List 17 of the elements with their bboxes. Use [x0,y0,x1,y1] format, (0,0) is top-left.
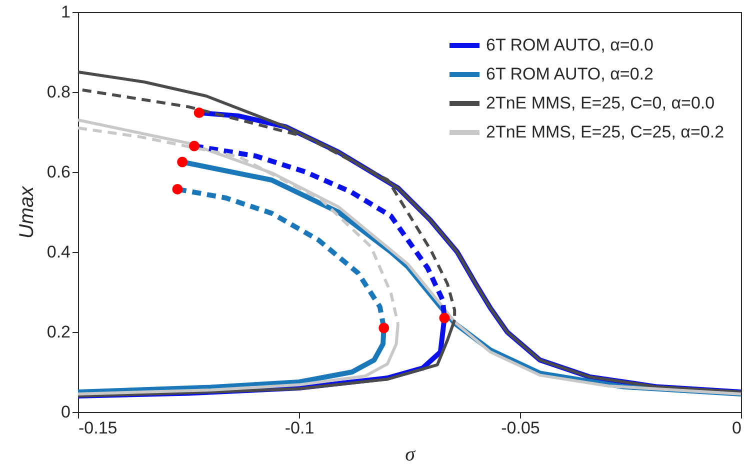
y-tick-label: 1 [61,2,70,22]
x-tick-label: -0.15 [78,418,118,438]
y-axis-title: Umax [16,185,38,239]
legend-label: 2TnE MMS, E=25, C=25, α=0.2 [486,122,724,142]
y-tick-label: 0.6 [46,162,70,182]
y-tick-label: 0.4 [46,242,70,262]
x-tick-label: -0.05 [501,418,540,438]
y-tick-label: 0 [61,402,70,422]
y-tick-label: 0.8 [46,82,70,102]
legend-label: 6T ROM AUTO, α=0.0 [486,36,654,54]
x-tick-label: 0 [732,418,742,438]
x-axis-title: σ [405,444,416,466]
legend-label: 2TnE MMS, E=25, C=0, α=0.0 [486,94,715,112]
line-series [76,118,742,396]
x-tick-label: -0.1 [284,418,314,438]
y-tick-label: 0.2 [46,322,70,342]
legend-label: 6T ROM AUTO, α=0.2 [486,64,654,84]
